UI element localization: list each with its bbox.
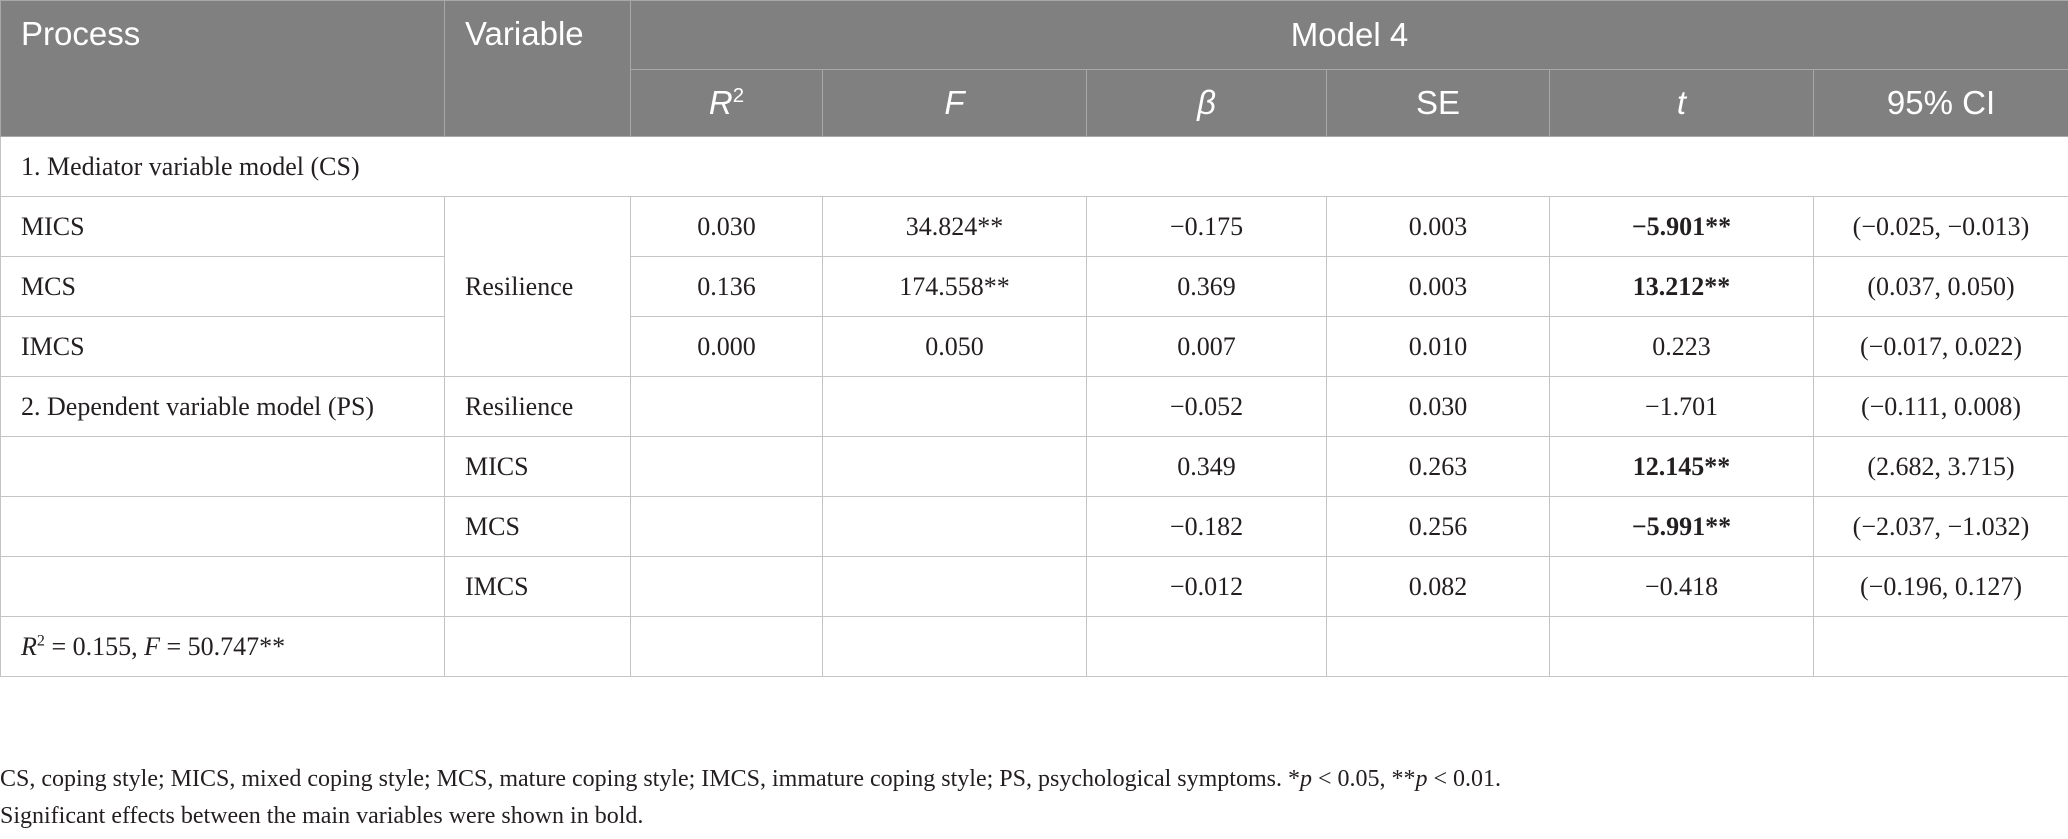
- header-f: F: [822, 69, 1087, 137]
- cell-process: MCS: [0, 256, 445, 317]
- cell-empty: [822, 376, 1087, 437]
- cell-empty: [1086, 616, 1327, 677]
- cell-t: −5.991**: [1549, 496, 1814, 557]
- cell-beta: −0.175: [1086, 196, 1327, 257]
- cell-f: 34.824**: [822, 196, 1087, 257]
- summary-row: R2 = 0.155, F = 50.747**: [0, 616, 2068, 677]
- cell-se: 0.003: [1326, 256, 1550, 317]
- cell-se: 0.003: [1326, 196, 1550, 257]
- table-row: IMCS −0.012 0.082 −0.418 (−0.196, 0.127): [0, 556, 2068, 617]
- footnote-abbreviations: CS, coping style; MICS, mixed coping sty…: [0, 766, 1502, 792]
- table-row: MCS 0.136 174.558** 0.369 0.003 13.212**…: [0, 256, 2068, 317]
- cell-t: 12.145**: [1549, 436, 1814, 497]
- cell-empty: [822, 496, 1087, 557]
- cell-empty: [444, 616, 631, 677]
- cell-beta: 0.349: [1086, 436, 1327, 497]
- cell-process: MICS: [0, 196, 445, 257]
- footnote-bold-note: Significant effects between the main var…: [0, 803, 644, 829]
- cell-empty: [630, 616, 823, 677]
- header-variable: Variable: [444, 0, 631, 137]
- table-footnotes: CS, coping style; MICS, mixed coping sty…: [0, 761, 2068, 835]
- table-body: 1. Mediator variable model (CS) MICS Res…: [0, 136, 2068, 677]
- cell-r2: 0.136: [630, 256, 823, 317]
- cell-beta: −0.182: [1086, 496, 1327, 557]
- cell-empty: [822, 556, 1087, 617]
- section-label-mediator: 1. Mediator variable model (CS): [0, 136, 2068, 197]
- cell-empty: [1549, 616, 1814, 677]
- model-summary: R2 = 0.155, F = 50.747**: [0, 616, 445, 677]
- cell-empty: [0, 556, 445, 617]
- cell-t: 0.223: [1549, 316, 1814, 377]
- cell-empty: [822, 436, 1087, 497]
- cell-se: 0.010: [1326, 316, 1550, 377]
- results-table-container: Process Variable Model 4 R2 F β SE t 95%…: [0, 0, 2068, 677]
- section-row-mediator: 1. Mediator variable model (CS): [0, 136, 2068, 197]
- cell-beta: −0.012: [1086, 556, 1327, 617]
- table-row: IMCS 0.000 0.050 0.007 0.010 0.223 (−0.0…: [0, 316, 2068, 377]
- table-header: Process Variable Model 4 R2 F β SE t 95%…: [0, 0, 2068, 137]
- header-r2: R2: [630, 69, 823, 137]
- cell-variable: Resilience: [444, 376, 631, 437]
- cell-f: 174.558**: [822, 256, 1087, 317]
- header-ci: 95% CI: [1813, 69, 2068, 137]
- table-row: MICS 0.349 0.263 12.145** (2.682, 3.715): [0, 436, 2068, 497]
- header-se: SE: [1326, 69, 1550, 137]
- cell-ci: (−0.196, 0.127): [1813, 556, 2068, 617]
- cell-ci: (0.037, 0.050): [1813, 256, 2068, 317]
- cell-empty: [630, 436, 823, 497]
- cell-beta: 0.007: [1086, 316, 1327, 377]
- cell-ci: (−2.037, −1.032): [1813, 496, 2068, 557]
- cell-se: 0.082: [1326, 556, 1550, 617]
- cell-empty: [630, 556, 823, 617]
- cell-variable: MCS: [444, 496, 631, 557]
- cell-se: 0.263: [1326, 436, 1550, 497]
- cell-t: −0.418: [1549, 556, 1814, 617]
- cell-variable-resilience: Resilience: [444, 196, 631, 377]
- cell-empty: [822, 616, 1087, 677]
- cell-empty: [630, 376, 823, 437]
- cell-empty: [630, 496, 823, 557]
- model-4-results-table: Process Variable Model 4 R2 F β SE t 95%…: [0, 0, 2068, 677]
- cell-r2: 0.000: [630, 316, 823, 377]
- header-t: t: [1549, 69, 1814, 137]
- cell-empty: [0, 436, 445, 497]
- cell-t: −1.701: [1549, 376, 1814, 437]
- cell-r2: 0.030: [630, 196, 823, 257]
- cell-empty: [1326, 616, 1550, 677]
- header-model: Model 4: [630, 0, 2068, 70]
- cell-process: IMCS: [0, 316, 445, 377]
- cell-variable: MICS: [444, 436, 631, 497]
- cell-empty: [0, 496, 445, 557]
- cell-t: −5.901**: [1549, 196, 1814, 257]
- cell-beta: 0.369: [1086, 256, 1327, 317]
- section-label-dependent: 2. Dependent variable model (PS): [0, 376, 445, 437]
- table-row: MICS Resilience 0.030 34.824** −0.175 0.…: [0, 196, 2068, 377]
- table-row: 2. Dependent variable model (PS) Resilie…: [0, 376, 2068, 437]
- cell-empty: [1813, 616, 2068, 677]
- cell-se: 0.030: [1326, 376, 1550, 437]
- cell-t: 13.212**: [1549, 256, 1814, 317]
- cell-ci: (−0.025, −0.013): [1813, 196, 2068, 257]
- cell-ci: (−0.111, 0.008): [1813, 376, 2068, 437]
- cell-ci: (2.682, 3.715): [1813, 436, 2068, 497]
- cell-f: 0.050: [822, 316, 1087, 377]
- cell-beta: −0.052: [1086, 376, 1327, 437]
- header-beta: β: [1086, 69, 1327, 137]
- table-row: MCS −0.182 0.256 −5.991** (−2.037, −1.03…: [0, 496, 2068, 557]
- cell-se: 0.256: [1326, 496, 1550, 557]
- cell-variable: IMCS: [444, 556, 631, 617]
- header-process: Process: [0, 0, 445, 137]
- cell-ci: (−0.017, 0.022): [1813, 316, 2068, 377]
